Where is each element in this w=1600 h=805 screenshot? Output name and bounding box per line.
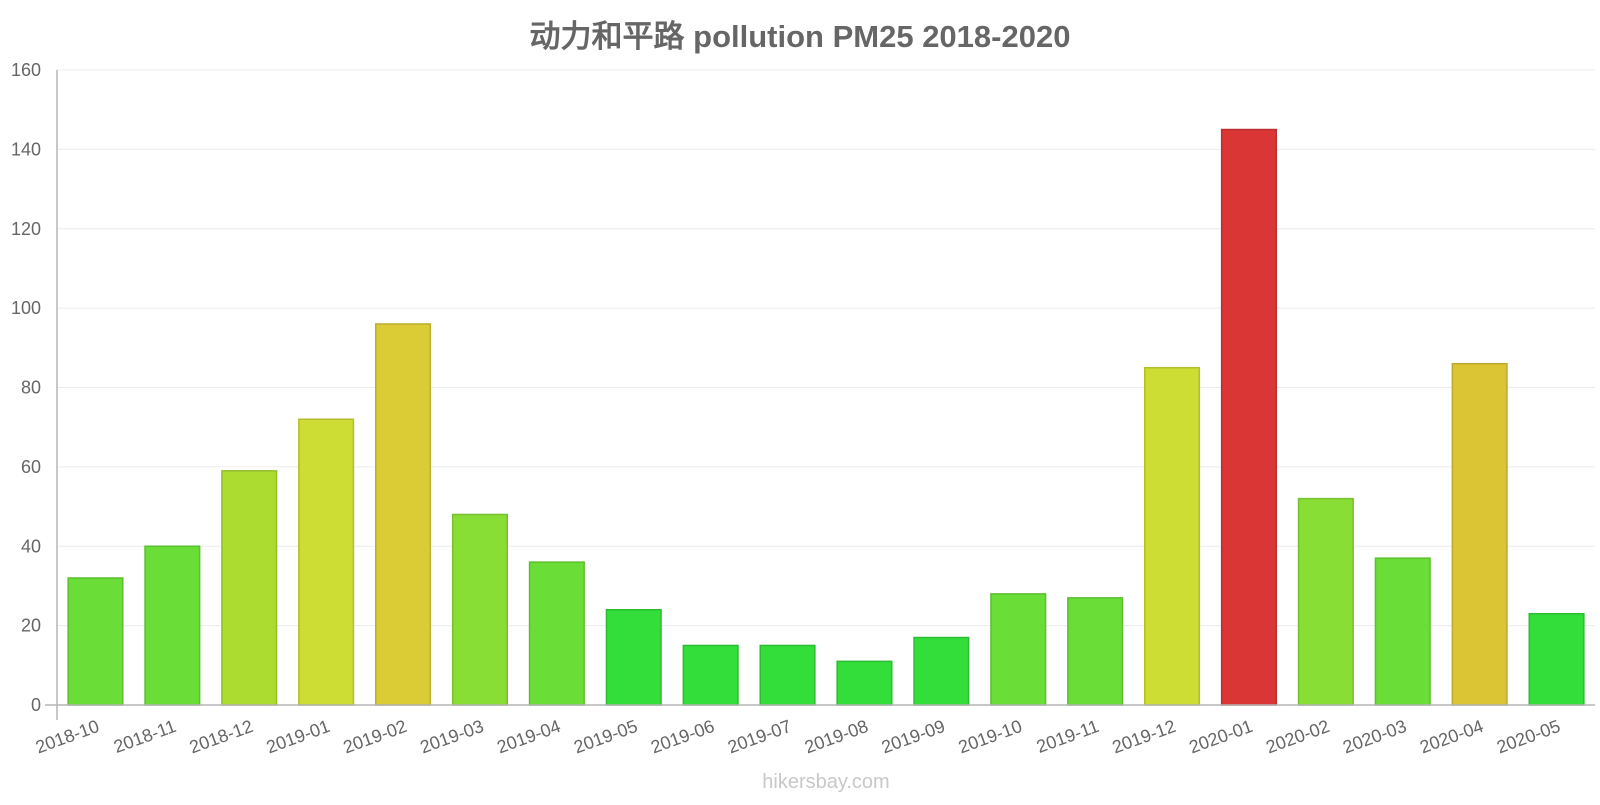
x-tick-label: 2018-12 bbox=[187, 716, 256, 757]
chart-title: 动力和平路 pollution PM25 2018-2020 bbox=[530, 19, 1071, 54]
bar-2019-02 bbox=[375, 323, 432, 706]
y-tick-label: 120 bbox=[11, 219, 41, 239]
y-tick-label: 60 bbox=[21, 457, 41, 477]
x-tick-label: 2018-11 bbox=[111, 716, 179, 757]
y-axis-ticks: 0 20 40 60 80 100 120 140 160 bbox=[11, 60, 41, 715]
bar-2019-11 bbox=[1067, 597, 1124, 706]
x-tick-label: 2020-01 bbox=[1186, 716, 1255, 757]
x-tick-label: 2019-01 bbox=[264, 716, 333, 757]
x-tick-label: 2020-03 bbox=[1340, 716, 1409, 757]
bar-2019-04 bbox=[528, 561, 585, 706]
x-tick-label: 2019-08 bbox=[802, 716, 871, 757]
x-tick-label: 2019-10 bbox=[956, 716, 1025, 757]
bar-2019-06 bbox=[682, 644, 739, 706]
bar-2019-10 bbox=[990, 593, 1047, 706]
x-tick-label: 2019-04 bbox=[494, 716, 563, 757]
bar-2020-03 bbox=[1374, 557, 1431, 706]
bar-2019-03 bbox=[451, 513, 508, 706]
bar-2018-11 bbox=[144, 545, 201, 706]
bar-2020-05 bbox=[1528, 612, 1585, 706]
x-tick-label: 2020-05 bbox=[1494, 716, 1563, 757]
bar-2019-01 bbox=[298, 418, 355, 706]
y-tick-label: 0 bbox=[31, 695, 41, 715]
bar-2019-08 bbox=[836, 660, 893, 706]
bar-2019-09 bbox=[913, 636, 970, 706]
bars bbox=[67, 128, 1585, 706]
bar-2020-04 bbox=[1451, 362, 1508, 706]
bar-2019-12 bbox=[1144, 366, 1201, 706]
x-tick-label: 2019-05 bbox=[571, 716, 640, 757]
x-tick-label: 2018-10 bbox=[33, 716, 102, 757]
y-tick-label: 80 bbox=[21, 378, 41, 398]
y-tick-label: 100 bbox=[11, 298, 41, 318]
bar-2019-07 bbox=[759, 644, 816, 706]
y-tick-label: 40 bbox=[21, 536, 41, 556]
x-tick-label: 2019-09 bbox=[879, 716, 948, 757]
gridlines bbox=[57, 69, 1595, 627]
x-tick-label: 2020-02 bbox=[1263, 716, 1332, 757]
bar-2019-05 bbox=[605, 609, 662, 706]
x-tick-label: 2019-03 bbox=[417, 716, 486, 757]
watermark: hikersbay.com bbox=[762, 771, 889, 793]
x-tick-label: 2019-11 bbox=[1034, 716, 1102, 757]
y-tick-label: 160 bbox=[11, 60, 41, 80]
bar-2018-10 bbox=[67, 577, 124, 706]
x-tick-label: 2019-06 bbox=[648, 716, 717, 757]
y-tick-label: 140 bbox=[11, 139, 41, 159]
x-axis-ticks: 2018-10 2018-11 2018-12 2019-01 2019-02 2019-… bbox=[33, 716, 1563, 757]
bar-2020-01 bbox=[1220, 128, 1277, 706]
x-tick-label: 2019-02 bbox=[340, 716, 409, 757]
x-tick-label: 2019-12 bbox=[1109, 716, 1178, 757]
x-tick-label: 2019-07 bbox=[725, 716, 794, 757]
bar-2020-02 bbox=[1297, 497, 1354, 706]
y-tick-label: 20 bbox=[21, 616, 41, 636]
x-tick-label: 2020-04 bbox=[1417, 716, 1486, 757]
bar-2018-12 bbox=[221, 470, 278, 706]
